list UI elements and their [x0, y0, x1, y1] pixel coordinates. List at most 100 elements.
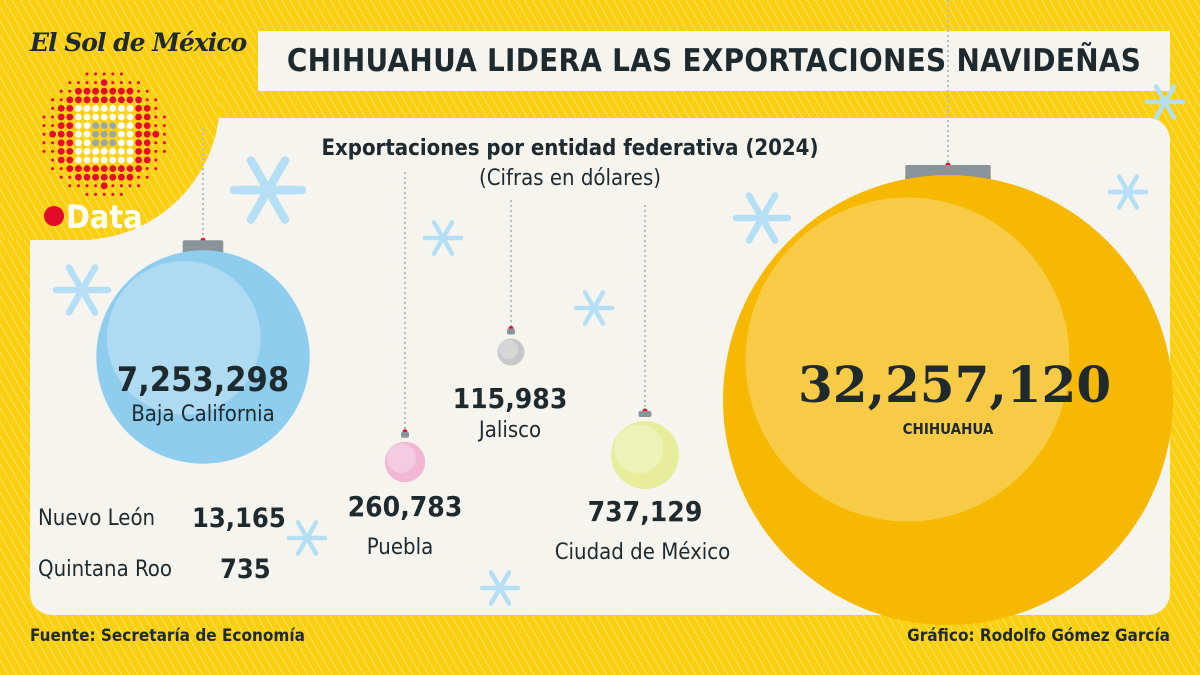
logo-dot: [135, 113, 142, 121]
logo-dot: [154, 149, 158, 153]
logo-dot: [83, 148, 91, 155]
logo-dot: [100, 96, 108, 104]
logo-dot: [109, 139, 117, 147]
logo-dot: [66, 130, 74, 138]
logo-dot: [109, 156, 117, 164]
logo-dot: [94, 192, 98, 196]
logo-dot: [100, 87, 108, 95]
logo-dot: [126, 87, 134, 95]
logo-dot: [100, 182, 108, 190]
credit-note: Gráfico: Rodolfo Gómez García: [907, 626, 1170, 646]
logo-dot: [92, 105, 99, 112]
logo-dot: [94, 72, 98, 76]
logo-dot: [102, 192, 106, 196]
label-nuevo-leon: Nuevo León: [38, 506, 156, 531]
logo-dot: [66, 105, 74, 112]
brand-logo: El Sol de México: [30, 28, 247, 57]
logo-dot: [145, 175, 149, 179]
logo-dot: [154, 106, 158, 110]
logo-dot: [75, 96, 82, 104]
logo-dot: [126, 96, 134, 104]
logo-dot: [119, 192, 123, 196]
logo-dot: [49, 130, 56, 138]
logo-dot: [102, 72, 106, 76]
logo-dot: [51, 158, 55, 162]
logo-dot: [66, 165, 74, 172]
logo-dot: [109, 130, 117, 138]
logo-dot: [118, 148, 125, 155]
logo-dot: [68, 184, 72, 188]
logo-dot: [109, 113, 117, 121]
logo-dot: [111, 192, 115, 196]
logo-dot: [66, 156, 74, 164]
logo-dot: [100, 165, 108, 172]
chart-title: Exportaciones por entidad federativa (20…: [321, 136, 819, 161]
logo-dot: [126, 148, 134, 155]
logo-dot: [92, 139, 99, 147]
logo-dot: [118, 173, 125, 181]
logo-dot: [42, 149, 46, 153]
logo-dot: [154, 124, 158, 128]
logo-dot: [66, 96, 74, 104]
snowflake-icon: [488, 570, 512, 606]
logo-dot: [137, 184, 141, 188]
logo-dot: [59, 89, 63, 93]
logo-dot: [85, 72, 89, 76]
logo-dot: [85, 192, 89, 196]
logo-dot: [68, 175, 72, 179]
logo-dot: [143, 113, 151, 121]
logo-dot: [76, 184, 80, 188]
logo-dot: [92, 87, 99, 95]
logo-dot: [57, 105, 65, 112]
logo-dot: [118, 113, 125, 121]
logo-dot: [100, 148, 108, 155]
logo-dot: [126, 165, 134, 172]
logo-dot: [51, 141, 55, 145]
logo-dot: [126, 156, 134, 164]
logo-dot: [143, 105, 151, 112]
logo-dot: [154, 98, 158, 102]
logo-dot: [162, 141, 166, 145]
logo-dot: [137, 89, 141, 93]
logo-dot: [75, 130, 82, 138]
logo-dot: [42, 115, 46, 119]
data-logo-dot: [44, 206, 64, 226]
logo-dot: [118, 165, 125, 172]
logo-dot: [100, 156, 108, 164]
logo-dot: [126, 173, 134, 181]
data-logo-dots: [42, 72, 166, 196]
logo-dot: [57, 130, 65, 138]
logo-dot: [143, 148, 151, 155]
logo-dot: [143, 122, 151, 129]
logo-dot: [51, 124, 55, 128]
logo-dot: [100, 139, 108, 147]
logo-dot: [162, 149, 166, 153]
logo-dot: [57, 156, 65, 164]
logo-dot: [92, 130, 99, 138]
logo-dot: [143, 139, 151, 147]
ornament-highlight: [745, 197, 1070, 522]
logo-dot: [162, 132, 166, 136]
label-baja-california: Baja California: [131, 402, 275, 427]
logo-dot: [111, 72, 115, 76]
snowflake-icon: [1116, 174, 1140, 210]
source-note: Fuente: Secretaría de Economía: [30, 626, 305, 646]
logo-dot: [109, 122, 117, 129]
logo-dot: [145, 98, 149, 102]
logo-dot: [57, 122, 65, 129]
logo-dot: [92, 165, 99, 172]
logo-dot: [119, 81, 123, 85]
logo-dot: [66, 148, 74, 155]
logo-dot: [145, 89, 149, 93]
logo-dot: [83, 113, 91, 121]
logo-dot: [154, 115, 158, 119]
label-quintana-roo: Quintana Roo: [38, 557, 172, 582]
logo-dot: [94, 81, 98, 85]
logo-dot: [137, 175, 141, 179]
logo-dot: [109, 87, 117, 95]
logo-dot: [92, 173, 99, 181]
logo-dot: [68, 89, 72, 93]
logo-dot: [135, 122, 142, 129]
logo-dot: [135, 105, 142, 112]
